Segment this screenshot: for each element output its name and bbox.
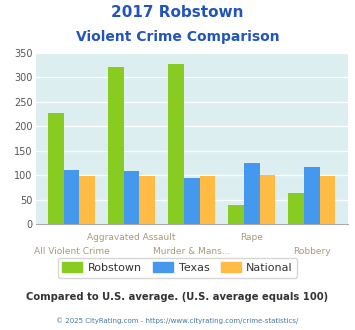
Text: © 2025 CityRating.com - https://www.cityrating.com/crime-statistics/: © 2025 CityRating.com - https://www.city… — [56, 317, 299, 324]
Bar — [228, 205, 244, 224]
Text: Murder & Mans...: Murder & Mans... — [153, 247, 230, 256]
Text: Aggravated Assault: Aggravated Assault — [87, 233, 176, 242]
Bar — [48, 113, 64, 224]
Bar — [200, 176, 215, 224]
Bar — [140, 176, 155, 224]
Text: Robbery: Robbery — [293, 247, 331, 256]
Text: Violent Crime Comparison: Violent Crime Comparison — [76, 30, 279, 44]
Bar — [108, 67, 124, 224]
Bar — [168, 64, 184, 224]
Bar — [304, 167, 320, 224]
Text: Rape: Rape — [240, 233, 263, 242]
Legend: Robstown, Texas, National: Robstown, Texas, National — [58, 258, 297, 278]
Bar — [320, 176, 335, 224]
Bar — [260, 175, 275, 224]
Bar — [288, 192, 304, 224]
Bar — [124, 171, 140, 224]
Bar — [184, 178, 200, 224]
Text: Compared to U.S. average. (U.S. average equals 100): Compared to U.S. average. (U.S. average … — [26, 292, 329, 302]
Bar — [64, 171, 80, 224]
Text: All Violent Crime: All Violent Crime — [34, 247, 109, 256]
Bar — [80, 176, 95, 224]
Bar — [244, 163, 260, 224]
Text: 2017 Robstown: 2017 Robstown — [111, 5, 244, 20]
